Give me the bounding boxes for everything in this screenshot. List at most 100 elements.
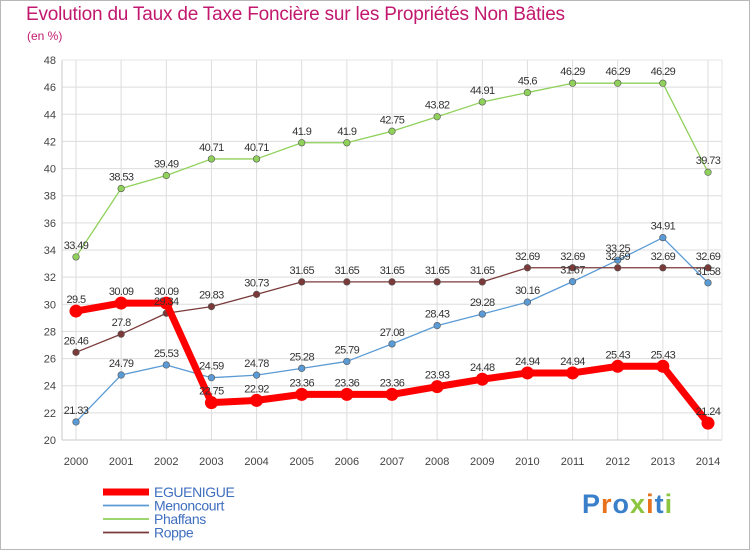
logo-letter: P	[582, 489, 602, 519]
data-point-menoncourt	[162, 361, 170, 369]
data-point-menoncourt	[478, 310, 486, 318]
data-label-eguenigue: 23.36	[289, 377, 314, 389]
data-point-eguenigue	[701, 416, 715, 430]
data-point-menoncourt	[72, 418, 80, 426]
data-label-roppe: 32.69	[651, 251, 676, 263]
y-tick-label: 30	[44, 299, 56, 311]
unit-label: (en %)	[27, 29, 63, 43]
data-label-eguenigue: 24.94	[515, 356, 540, 368]
y-tick-label: 46	[44, 82, 56, 94]
data-point-phaffans	[298, 139, 306, 147]
x-tick-label: 2001	[109, 456, 133, 468]
data-point-eguenigue	[566, 366, 580, 380]
y-tick-label: 40	[44, 164, 56, 176]
data-point-phaffans	[162, 171, 170, 180]
data-label-phaffans: 33.49	[64, 240, 89, 252]
x-tick-label: 2008	[425, 456, 449, 468]
data-point-menoncourt	[298, 364, 306, 372]
data-label-menoncourt: 31.58	[696, 266, 721, 278]
data-label-phaffans: 42.75	[380, 114, 405, 126]
logo-letter: t	[654, 489, 665, 519]
y-tick-label: 42	[44, 136, 56, 148]
logo-letter: i	[646, 489, 655, 519]
data-label-menoncourt: 29.28	[470, 297, 495, 309]
x-tick-label: 2000	[64, 456, 88, 468]
data-label-menoncourt: 24.78	[244, 358, 269, 370]
data-label-roppe: 26.46	[64, 335, 89, 347]
data-point-phaffans	[207, 155, 216, 163]
data-label-roppe: 29.83	[199, 290, 224, 302]
data-label-eguenigue: 24.94	[560, 356, 585, 368]
data-label-roppe: 29.34	[154, 296, 179, 308]
data-point-menoncourt	[117, 371, 125, 379]
data-point-menoncourt	[659, 234, 667, 242]
data-point-menoncourt	[614, 256, 622, 264]
x-tick-label: 2011	[561, 456, 585, 468]
data-label-menoncourt: 24.79	[109, 358, 134, 370]
data-point-menoncourt	[523, 298, 532, 306]
y-tick-label: 28	[44, 326, 56, 338]
data-label-eguenigue: 25.43	[605, 349, 630, 361]
data-label-phaffans: 40.71	[199, 142, 224, 154]
data-point-roppe	[72, 348, 80, 356]
data-point-roppe	[614, 264, 622, 272]
y-tick-label: 20	[44, 435, 56, 447]
data-point-roppe	[343, 278, 351, 286]
data-label-eguenigue: 23.36	[380, 377, 405, 389]
data-label-eguenigue: 22.75	[199, 386, 224, 398]
data-point-menoncourt	[388, 340, 396, 348]
data-point-phaffans	[433, 113, 441, 121]
data-point-roppe	[117, 330, 125, 338]
data-point-roppe	[704, 264, 712, 272]
data-label-eguenigue: 30.09	[109, 286, 134, 298]
data-label-menoncourt: 28.43	[425, 309, 450, 321]
data-label-phaffans: 40.71	[244, 142, 269, 154]
data-point-menoncourt	[252, 371, 261, 379]
data-point-phaffans	[72, 253, 80, 261]
data-label-phaffans: 45.6	[518, 76, 537, 88]
data-point-roppe	[568, 264, 577, 272]
data-label-menoncourt: 21.33	[64, 405, 89, 417]
data-label-eguenigue: 22.92	[244, 383, 269, 395]
data-label-roppe: 31.65	[470, 265, 495, 277]
data-point-menoncourt	[433, 321, 441, 330]
x-tick-label: 2004	[244, 456, 268, 468]
logo-letter: r	[601, 489, 613, 519]
data-point-phaffans	[343, 139, 351, 147]
proxiti-logo: Proxiti	[582, 489, 673, 520]
data-point-phaffans	[659, 79, 667, 87]
data-label-eguenigue: 25.43	[651, 349, 676, 361]
data-label-menoncourt: 25.53	[154, 348, 179, 360]
data-label-menoncourt: 25.28	[289, 351, 314, 363]
x-tick-label: 2006	[335, 456, 359, 468]
data-point-menoncourt	[568, 278, 577, 286]
x-tick-label: 2007	[380, 456, 404, 468]
data-label-phaffans: 46.29	[651, 66, 676, 78]
data-label-roppe: 32.69	[515, 251, 540, 263]
data-label-eguenigue: 23.93	[425, 370, 450, 382]
data-label-roppe: 32.69	[605, 251, 630, 263]
data-label-roppe: 32.69	[696, 251, 721, 263]
data-point-eguenigue	[69, 304, 83, 318]
y-tick-label: 22	[44, 408, 56, 420]
data-point-eguenigue	[159, 296, 173, 310]
data-point-roppe	[523, 264, 532, 272]
data-point-eguenigue	[475, 372, 489, 386]
data-point-eguenigue	[340, 387, 354, 401]
legend-label-phaffans: Phaffans	[154, 511, 206, 527]
data-label-roppe: 30.73	[244, 277, 269, 289]
data-label-eguenigue: 29.5	[66, 294, 85, 306]
data-label-menoncourt: 25.79	[335, 344, 360, 356]
data-point-roppe	[433, 278, 441, 286]
data-point-phaffans	[478, 98, 486, 106]
data-label-roppe: 31.65	[425, 265, 450, 277]
data-point-phaffans	[523, 88, 532, 97]
y-tick-label: 36	[44, 218, 56, 230]
y-tick-label: 38	[44, 191, 56, 203]
data-label-menoncourt: 34.91	[651, 221, 676, 233]
y-tick-label: 34	[44, 245, 56, 257]
y-tick-label: 24	[44, 381, 56, 393]
x-tick-label: 2003	[199, 456, 223, 468]
data-point-menoncourt	[343, 357, 351, 366]
